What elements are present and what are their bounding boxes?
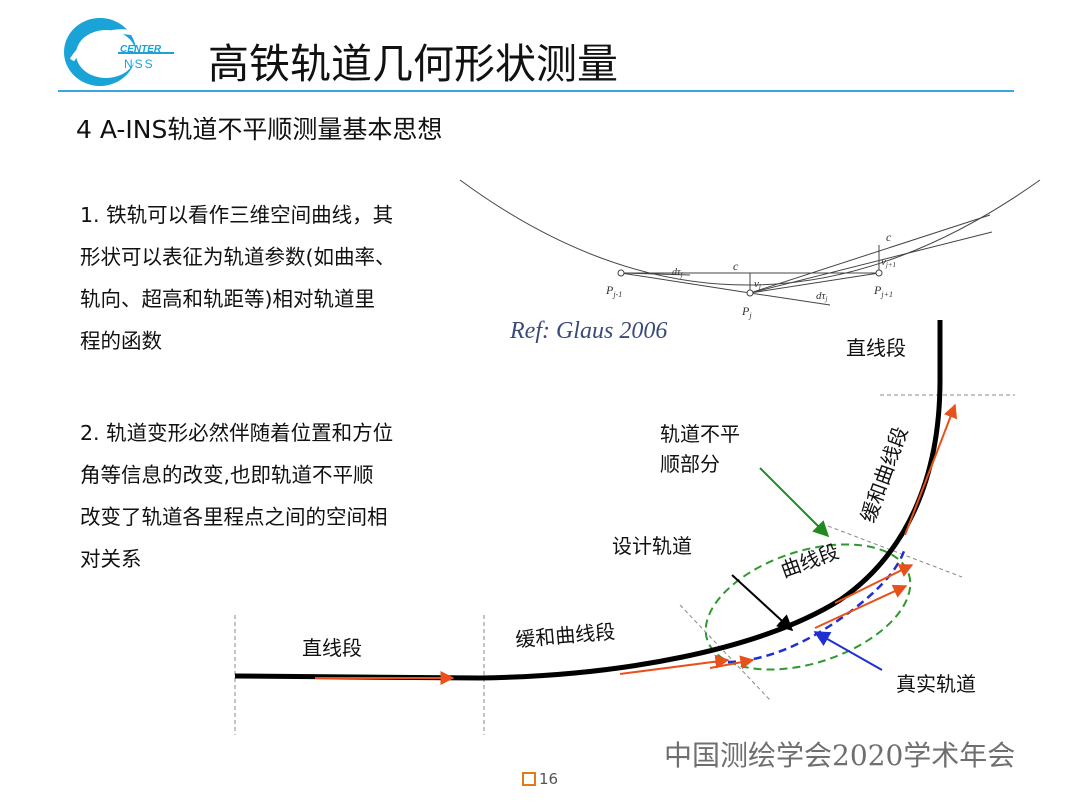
paragraph-2-line: 角等信息的改变,也即轨道不平顺 — [80, 463, 374, 487]
design-track-pointer-arrow — [731, 574, 794, 632]
label-pj: Pj — [741, 304, 752, 320]
point-pj1 — [875, 269, 883, 277]
label-irregular-part-line1: 轨道不平 — [660, 422, 740, 446]
label-vj1: vj+1 — [881, 256, 896, 269]
tangent-arrow — [814, 584, 908, 629]
label-pj-1: Pj-1 — [605, 283, 622, 299]
real-track-pointer-arrow — [813, 631, 883, 671]
chord-long — [749, 214, 991, 294]
divider-curve-end — [827, 525, 963, 578]
label-real-track: 真实轨道 — [896, 672, 976, 696]
tangent-arrow — [619, 654, 730, 675]
chord-figure: c c Pj-1 Pj Pj+1 vj vj+1 dτj dτj — [459, 179, 1041, 320]
section-heading: 4 A-INS轨道不平顺测量基本思想 — [76, 115, 443, 144]
paragraph-2-line: 对关系 — [80, 547, 142, 571]
title-divider — [58, 90, 1014, 92]
paragraph-1-line: 1. 铁轨可以看作三维空间曲线，其 — [80, 203, 394, 227]
design-track-line — [234, 320, 943, 681]
logo-globe-icon — [64, 18, 174, 86]
page-number-box-icon — [522, 772, 536, 786]
label-c-top: c — [886, 230, 892, 244]
tangent-arrow — [904, 403, 958, 536]
label-d-tau-right: dτj — [816, 290, 827, 303]
chord-c2 — [749, 231, 993, 294]
chord-right — [749, 272, 880, 294]
label-pj1: Pj+1 — [873, 283, 893, 299]
label-straight-top: 直线段 — [846, 336, 906, 360]
footer-org-text: 中国测绘学会2020学术年会 — [664, 739, 1016, 772]
page-number-value: 16 — [539, 770, 559, 788]
label-d-tau-left: dτj — [672, 267, 683, 279]
logo-text-center: CENTER — [120, 44, 162, 55]
paragraph-1: 1. 铁轨可以看作三维空间曲线，其 形状可以表征为轨道参数(如曲率、 轨向、超高… — [80, 194, 396, 362]
label-design-track: 设计轨道 — [612, 534, 692, 558]
paragraph-1-line: 轨向、超高和轨距等)相对轨道里 — [80, 287, 375, 311]
paragraph-1-line: 程的函数 — [80, 329, 162, 353]
page-number: 16 — [522, 770, 558, 788]
arc-curve — [459, 179, 1041, 286]
tangent-arrow — [834, 564, 914, 604]
logo-text-nss: NSS — [124, 57, 155, 71]
tangent-left — [620, 272, 691, 276]
paragraph-2-line: 2. 轨道变形必然伴随着位置和方位 — [80, 421, 394, 445]
divider-curve-start — [679, 604, 771, 701]
label-irregular-part-line2: 顺部分 — [660, 452, 720, 476]
point-pj-1 — [617, 269, 625, 277]
chord-left — [620, 272, 751, 294]
reference-citation: Ref: Glaus 2006 — [510, 318, 668, 344]
label-c-mid: c — [733, 259, 739, 273]
label-vj: vj — [754, 278, 761, 291]
point-pj — [746, 289, 754, 297]
label-straight-bottom: 直线段 — [302, 636, 362, 660]
paragraph-2: 2. 轨道变形必然伴随着位置和方位 角等信息的改变,也即轨道不平顺 改变了轨道各… — [80, 412, 393, 580]
irregular-pointer-arrow — [759, 467, 830, 538]
real-track-line — [714, 547, 907, 664]
paragraph-1-line: 形状可以表征为轨道参数(如曲率、 — [80, 245, 396, 269]
logo: CENTER NSS — [58, 14, 178, 90]
paragraph-2-line: 改变了轨道各里程点之间的空间相 — [80, 505, 388, 529]
tangent-arrow — [709, 655, 755, 670]
tangent-right — [749, 292, 831, 306]
slide-title: 高铁轨道几何形状测量 — [208, 40, 618, 88]
